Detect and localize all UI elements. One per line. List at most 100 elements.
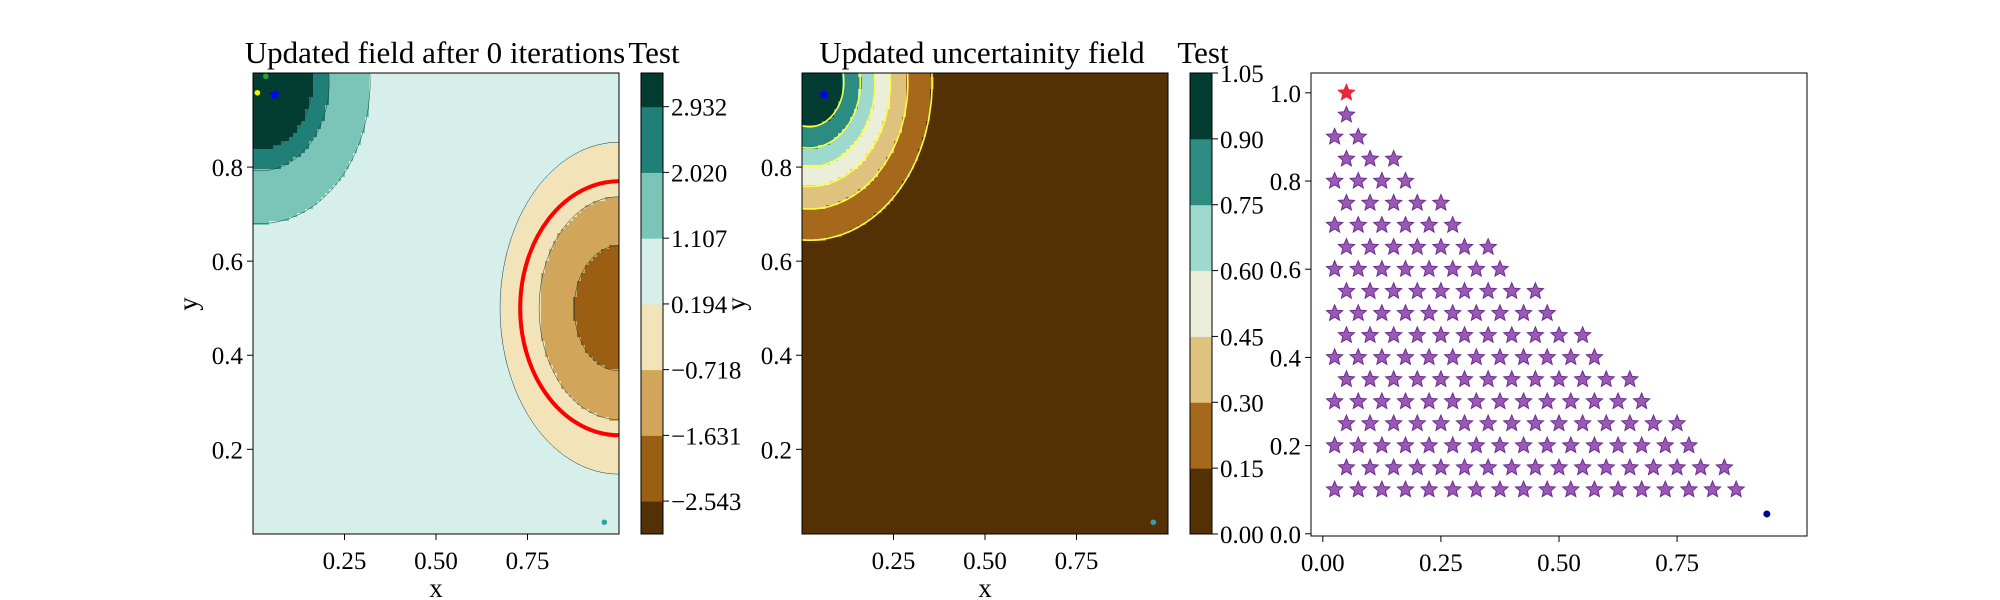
contour-fill-cell [605, 365, 619, 370]
contour-fill-cell [874, 81, 891, 86]
contour-fill-cell [349, 165, 558, 170]
contour-fill-cell [541, 293, 578, 298]
contour-fill-cell [541, 433, 619, 438]
contour-fill-cell [802, 297, 1168, 302]
contour-fill-cell [802, 521, 1168, 526]
contour-fill-cell [253, 509, 619, 514]
contour-fill-cell [253, 77, 314, 82]
contour-fill-cell [553, 169, 619, 174]
contour-fill-cell [573, 313, 619, 318]
contour-fill-cell [890, 93, 907, 98]
contour-fill-cell [878, 173, 911, 178]
contour-fill-cell [834, 137, 859, 142]
contour-fill-cell [253, 93, 314, 98]
grid-star [1585, 479, 1604, 498]
contour-fill-cell [253, 317, 502, 322]
contour-fill-cell [802, 185, 867, 190]
contour-fill-cell [802, 441, 1168, 446]
contour-fill-cell [862, 85, 875, 90]
contour-fill-cell [253, 257, 506, 262]
field-xlabel: x [429, 573, 443, 600]
x-tick-label: 0.25 [1419, 550, 1463, 577]
contour-fill-cell [365, 121, 619, 126]
contour-fill-cell [345, 169, 554, 174]
contour-fill-cell [846, 125, 867, 130]
contour-line [802, 73, 933, 241]
grid-star [1526, 281, 1545, 300]
contour-fill-cell [309, 145, 358, 150]
contour-fill-cell [253, 409, 526, 414]
grid-star [1337, 193, 1356, 212]
contour-fill-cell [253, 289, 502, 294]
contour-fill-cell [802, 301, 1168, 306]
contour-fill-cell [281, 141, 310, 146]
contour-fill-cell [846, 197, 895, 202]
grid-star [1490, 391, 1510, 410]
grid-star [1667, 413, 1687, 432]
contour-line [538, 196, 619, 420]
contour-fill-cell [802, 321, 1168, 326]
contour-fill-cell [802, 317, 1168, 322]
grid-star [1372, 347, 1392, 366]
contour-fill-cell [802, 221, 867, 226]
contour-fill-cell [854, 193, 895, 198]
contour-fill-cell [289, 137, 314, 142]
contour-fill-cell [577, 329, 619, 334]
contour-fill-cell [802, 365, 1168, 370]
contour-fill-cell [301, 121, 322, 126]
contour-fill-cell [802, 293, 1168, 298]
contour-fill-cell [253, 221, 270, 226]
colorbar-segment [1190, 204, 1212, 272]
contour-fill-cell [581, 273, 619, 278]
contour-fill-cell [802, 181, 831, 186]
y-tick-label: 0.6 [1270, 257, 1301, 284]
contour-fill-cell [557, 233, 619, 238]
contour-fill-cell [802, 373, 1168, 378]
uncertainty-colorbar: 1.05 0.90 0.75 0.60 0.45 0.30 0.15 0.00 [1189, 61, 1264, 549]
contour-fill-cell [838, 177, 875, 182]
grid-star [1396, 259, 1415, 278]
contour-fill-cell [553, 241, 619, 246]
contour-fill-cell [313, 81, 330, 86]
marker-star [269, 88, 281, 100]
grid-star [1478, 413, 1498, 432]
contour-fill-cell [253, 453, 566, 458]
contour-fill-cell [886, 113, 907, 118]
contour-fill-cell [802, 397, 1168, 402]
grid-star [1667, 457, 1687, 476]
contour-fill-cell [569, 393, 619, 398]
contour-fill-cell [802, 77, 843, 82]
contour-fill-cell [253, 245, 510, 250]
contour-fill-cell [910, 173, 1168, 178]
contour-fill-cell [593, 257, 619, 262]
contour-fill-cell [541, 329, 578, 334]
contour-fill-cell [802, 125, 847, 130]
contour-fill-cell [253, 213, 298, 218]
contour-fill-cell [802, 353, 1168, 358]
contour-fill-cell [902, 185, 1168, 190]
contour-fill-cell [581, 149, 619, 154]
contour-fill-cell [253, 501, 619, 506]
grid-star [1396, 215, 1415, 234]
contour-fill-cell [802, 161, 831, 166]
contour-fill-cell [525, 409, 590, 414]
y-tick-label: 1.0 [1270, 81, 1301, 108]
contour-fill-cell [890, 73, 907, 78]
colorbar-segment [641, 238, 663, 305]
contour-fill-cell [521, 209, 582, 214]
grid-star [1443, 215, 1463, 234]
contour-fill-cell [802, 129, 843, 134]
contour-fill-cell [329, 93, 370, 98]
contour-fill-cell [541, 285, 578, 290]
grid-star [1467, 435, 1486, 454]
grid-star [1372, 303, 1392, 322]
contour-fill-cell [253, 425, 538, 430]
contour-fill-cell [802, 525, 1168, 530]
contour-fill-cell [842, 153, 867, 158]
contour-fill-cell [253, 405, 526, 410]
grid-star [1431, 281, 1451, 300]
contour-fill-cell [882, 129, 903, 134]
contour-fill-cell [573, 397, 619, 402]
contour-fill-cell [253, 441, 550, 446]
contour-fill-cell [365, 129, 619, 134]
